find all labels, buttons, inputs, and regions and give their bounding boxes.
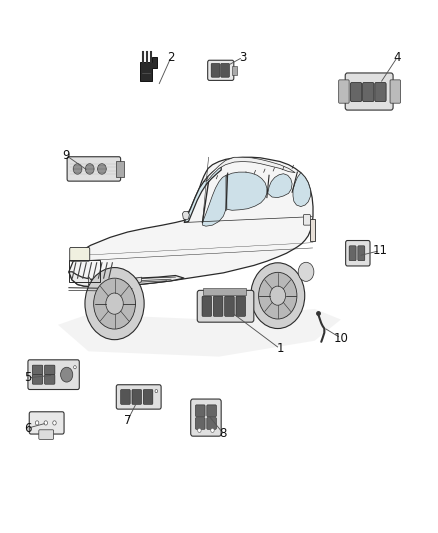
Circle shape xyxy=(44,421,47,425)
Circle shape xyxy=(298,262,314,281)
Text: 3: 3 xyxy=(239,51,247,63)
FancyBboxPatch shape xyxy=(28,360,79,390)
Circle shape xyxy=(60,367,73,382)
FancyBboxPatch shape xyxy=(225,296,234,317)
FancyBboxPatch shape xyxy=(45,375,55,384)
Circle shape xyxy=(270,286,286,305)
FancyBboxPatch shape xyxy=(363,83,374,102)
FancyBboxPatch shape xyxy=(232,66,237,75)
Polygon shape xyxy=(69,157,313,287)
FancyBboxPatch shape xyxy=(213,296,223,317)
Text: 9: 9 xyxy=(62,149,70,161)
FancyBboxPatch shape xyxy=(32,375,43,384)
FancyBboxPatch shape xyxy=(116,161,124,177)
Text: 10: 10 xyxy=(333,332,348,344)
FancyBboxPatch shape xyxy=(143,390,153,405)
FancyBboxPatch shape xyxy=(339,80,349,103)
Polygon shape xyxy=(293,173,311,207)
FancyBboxPatch shape xyxy=(375,83,386,102)
Circle shape xyxy=(211,428,214,432)
Text: 8: 8 xyxy=(220,427,227,440)
Polygon shape xyxy=(184,167,221,222)
FancyBboxPatch shape xyxy=(346,240,370,266)
Polygon shape xyxy=(183,212,189,220)
FancyBboxPatch shape xyxy=(358,246,365,261)
Text: 5: 5 xyxy=(24,372,31,384)
FancyBboxPatch shape xyxy=(310,219,315,240)
Circle shape xyxy=(198,428,201,432)
Text: 7: 7 xyxy=(124,414,131,427)
FancyBboxPatch shape xyxy=(191,399,221,436)
FancyBboxPatch shape xyxy=(211,63,220,77)
FancyBboxPatch shape xyxy=(345,73,393,110)
Circle shape xyxy=(98,164,106,174)
Circle shape xyxy=(155,390,158,393)
Polygon shape xyxy=(204,157,295,182)
FancyBboxPatch shape xyxy=(195,418,205,429)
Polygon shape xyxy=(227,172,267,211)
Circle shape xyxy=(73,164,82,174)
Polygon shape xyxy=(268,174,292,198)
FancyBboxPatch shape xyxy=(116,385,161,409)
FancyBboxPatch shape xyxy=(39,430,53,439)
FancyBboxPatch shape xyxy=(195,405,205,417)
FancyBboxPatch shape xyxy=(202,296,212,317)
FancyBboxPatch shape xyxy=(350,83,362,102)
FancyBboxPatch shape xyxy=(120,390,130,405)
FancyBboxPatch shape xyxy=(349,246,356,261)
FancyBboxPatch shape xyxy=(390,80,400,103)
Polygon shape xyxy=(69,272,184,287)
Text: 11: 11 xyxy=(373,244,388,257)
FancyBboxPatch shape xyxy=(236,296,246,317)
Circle shape xyxy=(94,278,135,329)
Circle shape xyxy=(106,293,123,314)
Circle shape xyxy=(35,421,39,425)
Polygon shape xyxy=(58,309,341,357)
FancyBboxPatch shape xyxy=(197,290,254,322)
Polygon shape xyxy=(140,57,157,81)
Polygon shape xyxy=(202,175,226,226)
FancyBboxPatch shape xyxy=(221,63,230,77)
FancyBboxPatch shape xyxy=(32,365,43,375)
FancyBboxPatch shape xyxy=(29,412,64,434)
FancyBboxPatch shape xyxy=(45,365,55,375)
FancyBboxPatch shape xyxy=(203,288,246,295)
Circle shape xyxy=(85,164,94,174)
Polygon shape xyxy=(88,276,141,290)
Circle shape xyxy=(258,272,297,319)
FancyBboxPatch shape xyxy=(132,390,141,405)
FancyBboxPatch shape xyxy=(207,405,216,417)
Circle shape xyxy=(85,268,144,340)
Text: 1: 1 xyxy=(276,342,284,355)
FancyBboxPatch shape xyxy=(208,60,234,80)
FancyBboxPatch shape xyxy=(67,157,120,181)
Text: 2: 2 xyxy=(167,51,175,63)
Text: 6: 6 xyxy=(24,422,31,435)
Circle shape xyxy=(251,263,305,328)
Circle shape xyxy=(74,366,76,369)
Text: 4: 4 xyxy=(394,51,401,63)
Circle shape xyxy=(53,421,56,425)
FancyBboxPatch shape xyxy=(207,418,216,429)
FancyBboxPatch shape xyxy=(304,215,311,225)
FancyBboxPatch shape xyxy=(70,247,90,261)
